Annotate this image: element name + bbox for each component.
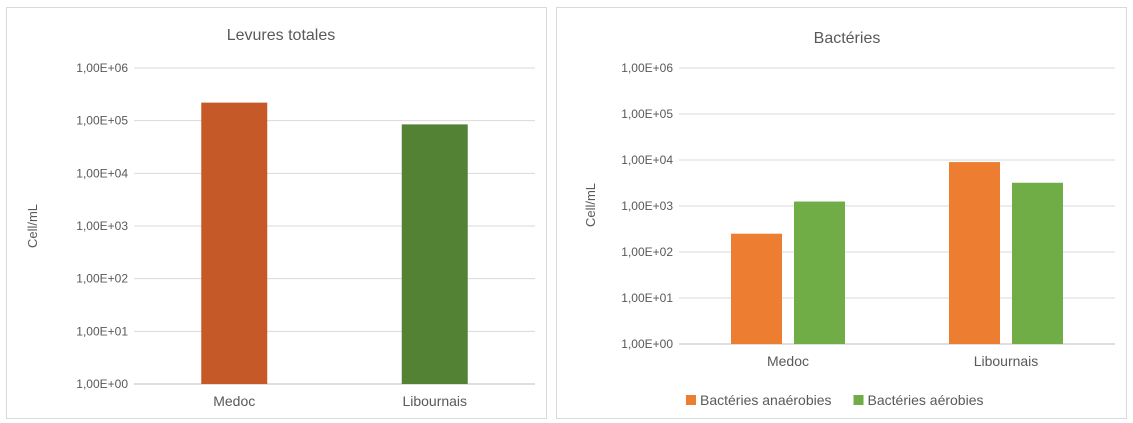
x-category-label: Libournais	[974, 353, 1039, 369]
chart-bacteries: Bactéries Cell/mL 1,00E+00 1,00E+01 1,00E+02…	[556, 7, 1127, 419]
bar-anaerobies	[949, 162, 1000, 344]
y-tick-label: 1,00E+00	[621, 337, 673, 351]
bar-aerobies	[1012, 182, 1063, 344]
legend-swatch	[853, 395, 864, 405]
chart-bacteries-svg: Bactéries Cell/mL 1,00E+00 1,00E+01 1,00E+02…	[583, 30, 1115, 408]
y-tick-label: 1,00E+04	[76, 166, 128, 180]
bar	[401, 124, 468, 384]
y-tick-label: 1,00E+05	[76, 114, 128, 128]
y-tick-label: 1,00E+06	[621, 61, 673, 75]
legend-swatch	[686, 395, 696, 405]
bar	[201, 102, 268, 384]
x-category-label: Medoc	[213, 393, 255, 409]
chart-title: Levures totales	[227, 27, 336, 44]
legend-label: Bactéries aérobies	[868, 392, 984, 408]
y-tick-label: 1,00E+02	[621, 245, 673, 259]
y-tick-label: 1,00E+00	[76, 377, 128, 391]
y-axis-title: Cell/mL	[583, 183, 598, 227]
y-tick-label: 1,00E+05	[621, 107, 673, 121]
bar-anaerobies	[731, 233, 782, 344]
y-tick-label: 1,00E+01	[76, 324, 128, 338]
y-tick-label: 1,00E+03	[621, 199, 673, 213]
chart-levures-totales: Levures totales Cell/mL 1,00E+00 1,00E+01 1,…	[6, 7, 547, 419]
legend-label: Bactéries anaérobies	[700, 392, 832, 408]
y-tick-label: 1,00E+02	[76, 272, 128, 286]
x-category-label: Libournais	[402, 393, 467, 409]
chart-levures-svg: Levures totales Cell/mL 1,00E+00 1,00E+01 1,…	[25, 27, 535, 409]
chart-title: Bactéries	[814, 30, 881, 47]
y-axis-title: Cell/mL	[25, 204, 40, 248]
y-tick-label: 1,00E+06	[76, 61, 128, 75]
bar-aerobies	[794, 201, 845, 344]
x-category-label: Medoc	[767, 353, 809, 369]
y-tick-label: 1,00E+03	[76, 219, 128, 233]
y-tick-label: 1,00E+01	[621, 291, 673, 305]
y-tick-label: 1,00E+04	[621, 153, 673, 167]
